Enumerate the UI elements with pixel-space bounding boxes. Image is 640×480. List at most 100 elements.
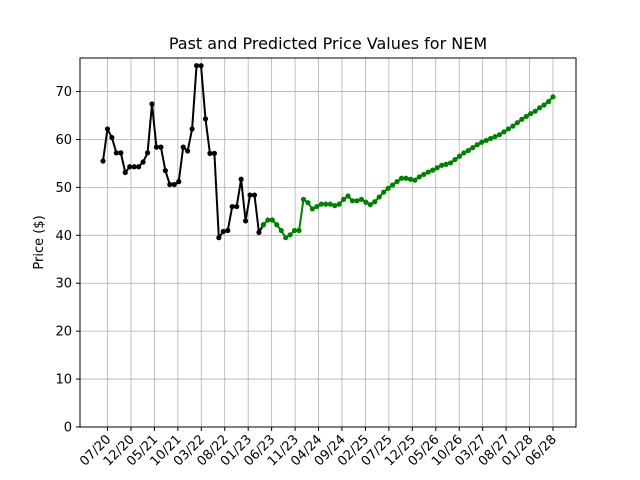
predicted-series-point bbox=[305, 200, 311, 206]
predicted-series-point bbox=[501, 129, 507, 135]
predicted-series-point bbox=[269, 217, 275, 223]
y-tick-label: 10 bbox=[55, 373, 72, 388]
predicted-series-point bbox=[398, 175, 405, 181]
predicted-series-point bbox=[314, 203, 320, 210]
historical-series-point bbox=[211, 150, 217, 156]
grid-lines bbox=[80, 58, 576, 428]
historical-series-point bbox=[216, 235, 222, 241]
predicted-series-line bbox=[262, 96, 554, 239]
predicted-series-point bbox=[483, 137, 489, 144]
predicted-series-point bbox=[523, 113, 529, 120]
predicted-series-point bbox=[492, 133, 498, 140]
historical-series-point bbox=[247, 192, 253, 198]
historical-series-point bbox=[100, 158, 106, 164]
historical-series-point bbox=[140, 159, 146, 165]
predicted-series-point bbox=[545, 99, 552, 105]
historical-series-point bbox=[193, 63, 200, 69]
predicted-series-point bbox=[354, 198, 360, 204]
predicted-series-point bbox=[439, 162, 445, 168]
predicted-series-point bbox=[550, 94, 556, 100]
predicted-series-point bbox=[349, 198, 356, 204]
predicted-series-point bbox=[456, 153, 463, 159]
y-tick-label: 70 bbox=[55, 85, 72, 100]
predicted-series-point bbox=[470, 145, 476, 151]
predicted-series-point bbox=[283, 235, 289, 241]
y-tick-label: 50 bbox=[55, 181, 72, 196]
historical-series-point bbox=[131, 164, 137, 170]
predicted-series-point bbox=[403, 175, 409, 181]
historical-series-point bbox=[167, 181, 173, 188]
predicted-series-point bbox=[416, 174, 422, 180]
predicted-series-point bbox=[452, 156, 458, 163]
predicted-series-point bbox=[394, 179, 400, 185]
predicted-series-point bbox=[340, 196, 347, 202]
predicted-series-point bbox=[345, 193, 351, 199]
y-tick-label: 20 bbox=[55, 325, 72, 340]
predicted-series-point bbox=[327, 201, 333, 207]
historical-series-point bbox=[113, 150, 119, 156]
historical-series-point bbox=[158, 144, 164, 150]
historical-series-point bbox=[207, 150, 213, 156]
predicted-series-point bbox=[519, 116, 525, 122]
historical-series-point bbox=[104, 126, 111, 132]
historical-series-point bbox=[136, 164, 142, 170]
predicted-series-point bbox=[274, 222, 280, 228]
predicted-series-point bbox=[300, 196, 307, 202]
historical-series-point bbox=[238, 176, 244, 182]
predicted-series-point bbox=[514, 120, 520, 126]
historical-series-point bbox=[242, 218, 249, 224]
predicted-series-point bbox=[461, 150, 467, 156]
predicted-series-point bbox=[363, 199, 369, 205]
predicted-series-point bbox=[421, 171, 427, 178]
historical-series-point bbox=[171, 181, 177, 188]
predicted-series-point bbox=[425, 169, 431, 175]
predicted-series-point bbox=[541, 102, 547, 108]
x-axis-ticks: 07/2012/2005/2110/2103/2208/2201/2306/23… bbox=[77, 427, 560, 469]
predicted-series-point bbox=[532, 108, 538, 114]
predicted-series-point bbox=[323, 201, 329, 207]
plot-frame bbox=[79, 57, 577, 428]
historical-series-point bbox=[256, 229, 262, 236]
predicted-series-point bbox=[287, 232, 293, 238]
series-layer bbox=[100, 63, 556, 241]
predicted-series-point bbox=[510, 123, 516, 129]
y-tick-label: 40 bbox=[55, 229, 72, 244]
predicted-series-point bbox=[381, 189, 387, 195]
predicted-series-point bbox=[407, 176, 414, 182]
y-axis-ticks: 0 10 20 30 40 50 60 70 bbox=[55, 85, 80, 436]
historical-series-point bbox=[225, 227, 231, 234]
predicted-series-point bbox=[260, 222, 266, 228]
predicted-series-point bbox=[390, 182, 396, 188]
historical-series-point bbox=[149, 101, 155, 107]
historical-series-point bbox=[153, 144, 160, 150]
predicted-series-point bbox=[336, 201, 342, 207]
historical-series-point bbox=[220, 228, 226, 235]
y-tick-label: 30 bbox=[55, 277, 72, 292]
historical-series-point bbox=[202, 116, 209, 122]
predicted-series-point bbox=[376, 194, 382, 200]
predicted-series-point bbox=[537, 105, 543, 111]
predicted-series-point bbox=[385, 185, 391, 191]
predicted-series-point bbox=[434, 165, 440, 171]
predicted-series-point bbox=[430, 167, 436, 173]
predicted-series-point bbox=[465, 147, 471, 154]
historical-series-point bbox=[109, 134, 115, 141]
predicted-series-point bbox=[358, 196, 365, 202]
chart-title: Past and Predicted Price Values for NEM bbox=[169, 34, 487, 53]
historical-series-point bbox=[162, 168, 168, 174]
predicted-series-point bbox=[309, 206, 316, 212]
y-tick-label: 0 bbox=[64, 421, 72, 436]
historical-series-point bbox=[251, 192, 258, 198]
historical-series-point bbox=[198, 63, 204, 69]
predicted-series-point bbox=[479, 139, 485, 145]
predicted-series-point bbox=[412, 177, 418, 183]
historical-series-point bbox=[189, 126, 195, 132]
historical-series-point bbox=[185, 148, 191, 154]
predicted-series-point bbox=[488, 135, 494, 142]
historical-series-point bbox=[127, 164, 133, 170]
predicted-series-point bbox=[443, 161, 449, 167]
predicted-series-point bbox=[496, 132, 503, 138]
predicted-series-point bbox=[367, 202, 373, 208]
predicted-series-point bbox=[332, 203, 338, 209]
